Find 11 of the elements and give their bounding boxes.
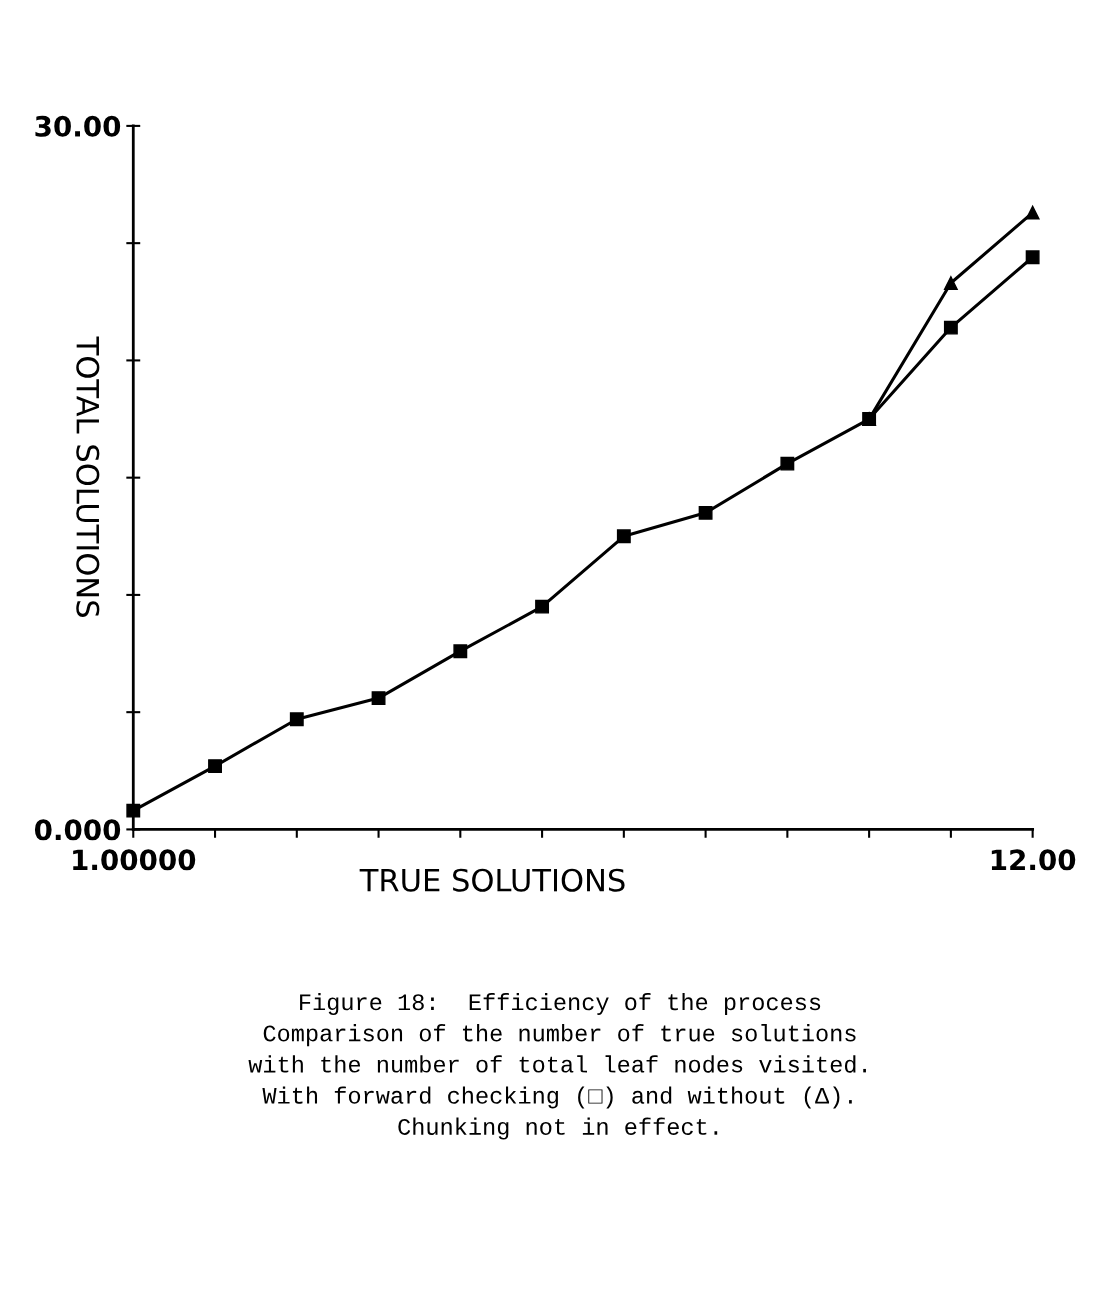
caption: Figure 18: Efficiency of the process (300, 992, 821, 1015)
x-tick-label: 12.00 (991, 849, 1076, 871)
y-tick-label: 0.000 (34, 819, 121, 841)
x-axis-title: TRUE SOLUTIONS (359, 868, 625, 892)
text: with the number of total leaf nodes visited. (248, 1055, 866, 1073)
x-tick-label: 1.00000 (73, 849, 196, 871)
y-axis-title: TOTAL SOLUTIONS (76, 336, 100, 617)
text: Comparison of the number of true solutions (263, 1024, 856, 1047)
text: Chunking not in effect. (398, 1117, 718, 1140)
y-tick-label: 30.00 (35, 115, 121, 137)
text: With forward checking (□) and without (Δ). (262, 1086, 852, 1109)
